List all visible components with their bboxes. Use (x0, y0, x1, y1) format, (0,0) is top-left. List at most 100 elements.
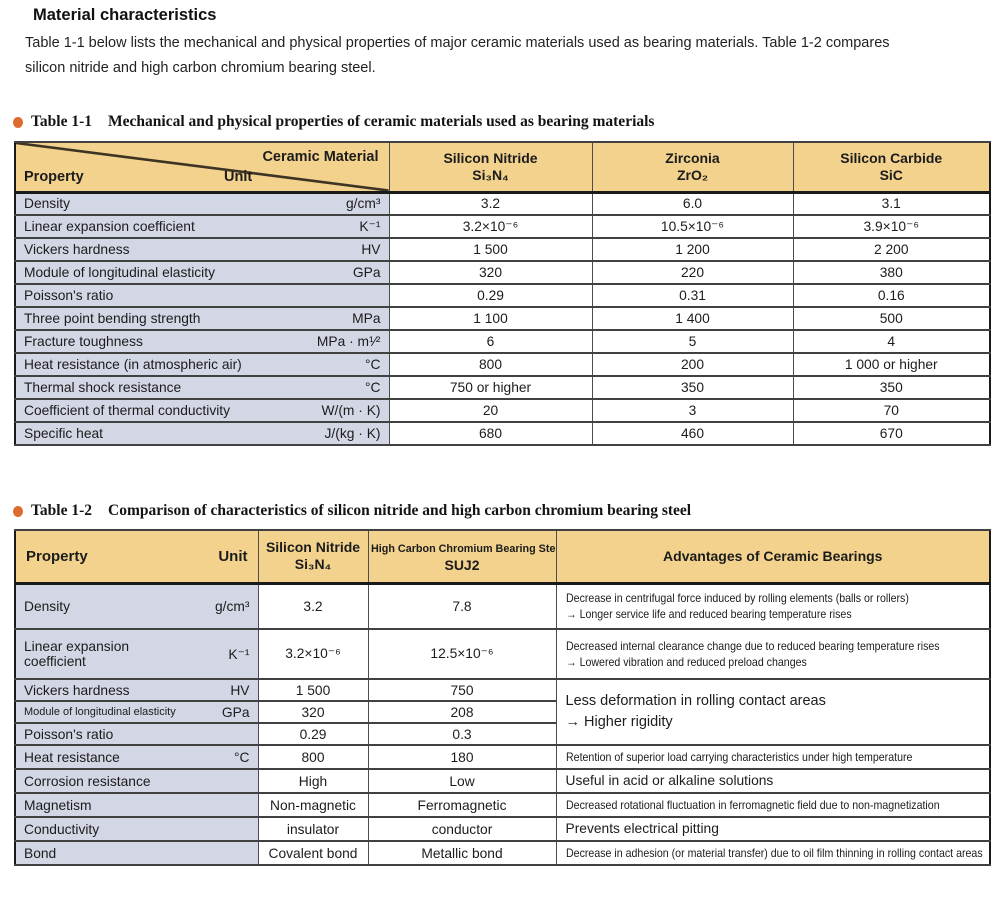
unit-label: g/cm³ (215, 598, 250, 614)
advantage-text: Useful in acid or alkaline solutions (565, 773, 774, 788)
property-cell: Magnetism (14, 792, 259, 818)
value-cell: 0.31 (591, 283, 794, 308)
table2-caption-text: Comparison of characteristics of silicon… (108, 502, 692, 519)
property-label: Magnetism (24, 797, 92, 813)
header-bearing-steel-cell: High Carbon Chromium Bearing Steel SUJ2 (367, 529, 557, 585)
header-property-unit-cell: Property Unit (14, 529, 259, 585)
material-name: Silicon Carbide (840, 149, 943, 166)
value-cell: 4 (792, 329, 991, 354)
table-row: Heat resistance °C 800 180 Retention of s… (14, 744, 991, 770)
value-cell: 10.5×10⁻⁶ (591, 214, 794, 239)
property-label: Poisson's ratio (24, 288, 114, 303)
silicon-nitride-value-cell: Non-magnetic (257, 792, 369, 818)
steel-value-cell: 7.8 (367, 582, 557, 630)
silicon-nitride-value-cell: 1 500 (257, 678, 369, 702)
property-cell: Coefficient of thermal conductivity W/(m … (14, 398, 390, 423)
table-row: Fracture toughness MPa · m¹⁄² 6 5 4 (14, 329, 991, 354)
property-cell: Three point bending strength MPa (14, 306, 390, 331)
header-property-label: Property (26, 547, 88, 565)
material-name: Silicon Nitride (443, 149, 538, 166)
unit-label: W/(m · K) (321, 403, 381, 418)
table-row: Coefficient of thermal conductivity W/(m … (14, 398, 991, 423)
value-cell: 460 (591, 421, 794, 446)
value-cell: 1 100 (388, 306, 593, 331)
value-cell: 6.0 (591, 191, 794, 216)
table-row: Three point bending strength MPa 1 100 1 … (14, 306, 991, 331)
property-label: Fracture toughness (24, 334, 143, 349)
property-label: Density (24, 598, 71, 614)
silicon-nitride-value-cell: High (257, 768, 369, 794)
table-row: Thermal shock resistance °C 750 or higher… (14, 375, 991, 400)
material-code: SUJ2 (444, 556, 480, 573)
silicon-nitride-value-cell: insulator (257, 816, 369, 842)
table-row: Module of longitudinal elasticity GPa 320… (14, 260, 991, 285)
value-cell: 2 200 (792, 237, 991, 262)
value-cell: 670 (792, 421, 991, 446)
table1-caption-text: Mechanical and physical properties of ce… (108, 113, 655, 130)
table-row: Bond Covalent bond Metallic bond Decreas… (14, 840, 991, 866)
property-cell: Poisson's ratio (14, 283, 390, 308)
material-formula: SiC (879, 166, 903, 183)
advantage-text: Decrease in adhesion (or material transf… (565, 846, 983, 860)
value-cell: 1 500 (388, 237, 593, 262)
property-cell: Density g/cm³ (14, 582, 259, 630)
property-cell: Specific heat J/(kg · K) (14, 421, 390, 446)
bullet-icon (13, 116, 23, 128)
diagonal-line (16, 143, 389, 191)
property-label: Corrosion resistance (24, 773, 151, 789)
property-label: Heat resistance (24, 749, 120, 765)
advantage-text: Decrease in centrifugal force induced by… (565, 590, 909, 621)
bullet-icon (13, 505, 23, 517)
value-cell: 3.2 (388, 191, 593, 216)
silicon-nitride-value-cell: Covalent bond (257, 840, 369, 866)
unit-label: MPa (352, 311, 381, 326)
steel-value-cell: Low (367, 768, 557, 794)
steel-value-cell: 12.5×10⁻⁶ (367, 628, 557, 680)
property-label: Module of longitudinal elasticity (24, 265, 215, 280)
property-label: Bond (24, 845, 57, 861)
advantage-cell-merged: Less deformation in rolling contact area… (555, 678, 991, 746)
silicon-nitride-value-cell: 3.2×10⁻⁶ (257, 628, 369, 680)
table2-caption: Table 1-2 Comparison of characteristics … (13, 502, 692, 519)
material-name: Silicon Nitride (265, 539, 361, 556)
property-cell: Linear expansion coefficient K⁻¹ (14, 628, 259, 680)
table-row: Conductivity insulator conductor Prevent… (14, 816, 991, 842)
advantage-text: Decreased internal clearance change due … (565, 638, 940, 669)
table1-caption-label: Table 1-1 (31, 113, 93, 130)
value-cell: 3 (591, 398, 794, 423)
table-row: Poisson's ratio 0.29 0.3 (14, 722, 990, 746)
table-row: Corrosion resistance High Low Useful in … (14, 768, 991, 794)
column-header-zirconia: Zirconia ZrO₂ (591, 141, 794, 194)
property-label: Linear expansion coefficient (24, 639, 130, 669)
advantage-cell: Decreased internal clearance change due … (555, 628, 991, 680)
header-silicon-nitride-cell: Silicon Nitride Si₃N₄ (257, 529, 369, 585)
corner-label-unit: Unit (224, 168, 253, 185)
property-label: Vickers hardness (24, 242, 130, 257)
property-cell: Corrosion resistance (14, 768, 259, 794)
unit-label: K⁻¹ (359, 219, 381, 234)
value-cell: 70 (792, 398, 991, 423)
advantages-header-label: Advantages of Ceramic Bearings (663, 547, 883, 564)
unit-label: GPa (352, 265, 381, 280)
property-cell: Density g/cm³ (14, 191, 390, 216)
table-row: Linear expansion coefficient K⁻¹ 3.2×10⁻⁶… (14, 214, 991, 239)
table1-header-row: Ceramic Material Property Unit Silicon N… (14, 141, 991, 194)
property-cell: Linear expansion coefficient K⁻¹ (14, 214, 390, 239)
advantage-cell: Decreased rotational fluctuation in ferr… (555, 792, 991, 818)
silicon-nitride-value-cell: 0.29 (257, 722, 369, 746)
table-row: Magnetism Non-magnetic Ferromagnetic Dec… (14, 792, 991, 818)
value-cell: 3.1 (792, 191, 991, 216)
steel-value-cell: conductor (367, 816, 557, 842)
property-label: Conductivity (24, 821, 100, 837)
column-header-silicon-nitride: Silicon Nitride Si₃N₄ (388, 141, 593, 194)
property-label: Specific heat (24, 426, 103, 441)
unit-label: HV (361, 242, 381, 257)
steel-value-cell: Ferromagnetic (367, 792, 557, 818)
column-header-silicon-carbide: Silicon Carbide SiC (792, 141, 991, 194)
advantage-cell: Useful in acid or alkaline solutions (555, 768, 991, 794)
advantage-cell: Decrease in adhesion (or material transf… (555, 840, 991, 866)
value-cell: 1 000 or higher (792, 352, 991, 377)
table-row: Module of longitudinal elasticity GPa 320… (14, 700, 990, 724)
value-cell: 3.2×10⁻⁶ (388, 214, 593, 239)
property-label: Linear expansion coefficient (24, 219, 195, 234)
